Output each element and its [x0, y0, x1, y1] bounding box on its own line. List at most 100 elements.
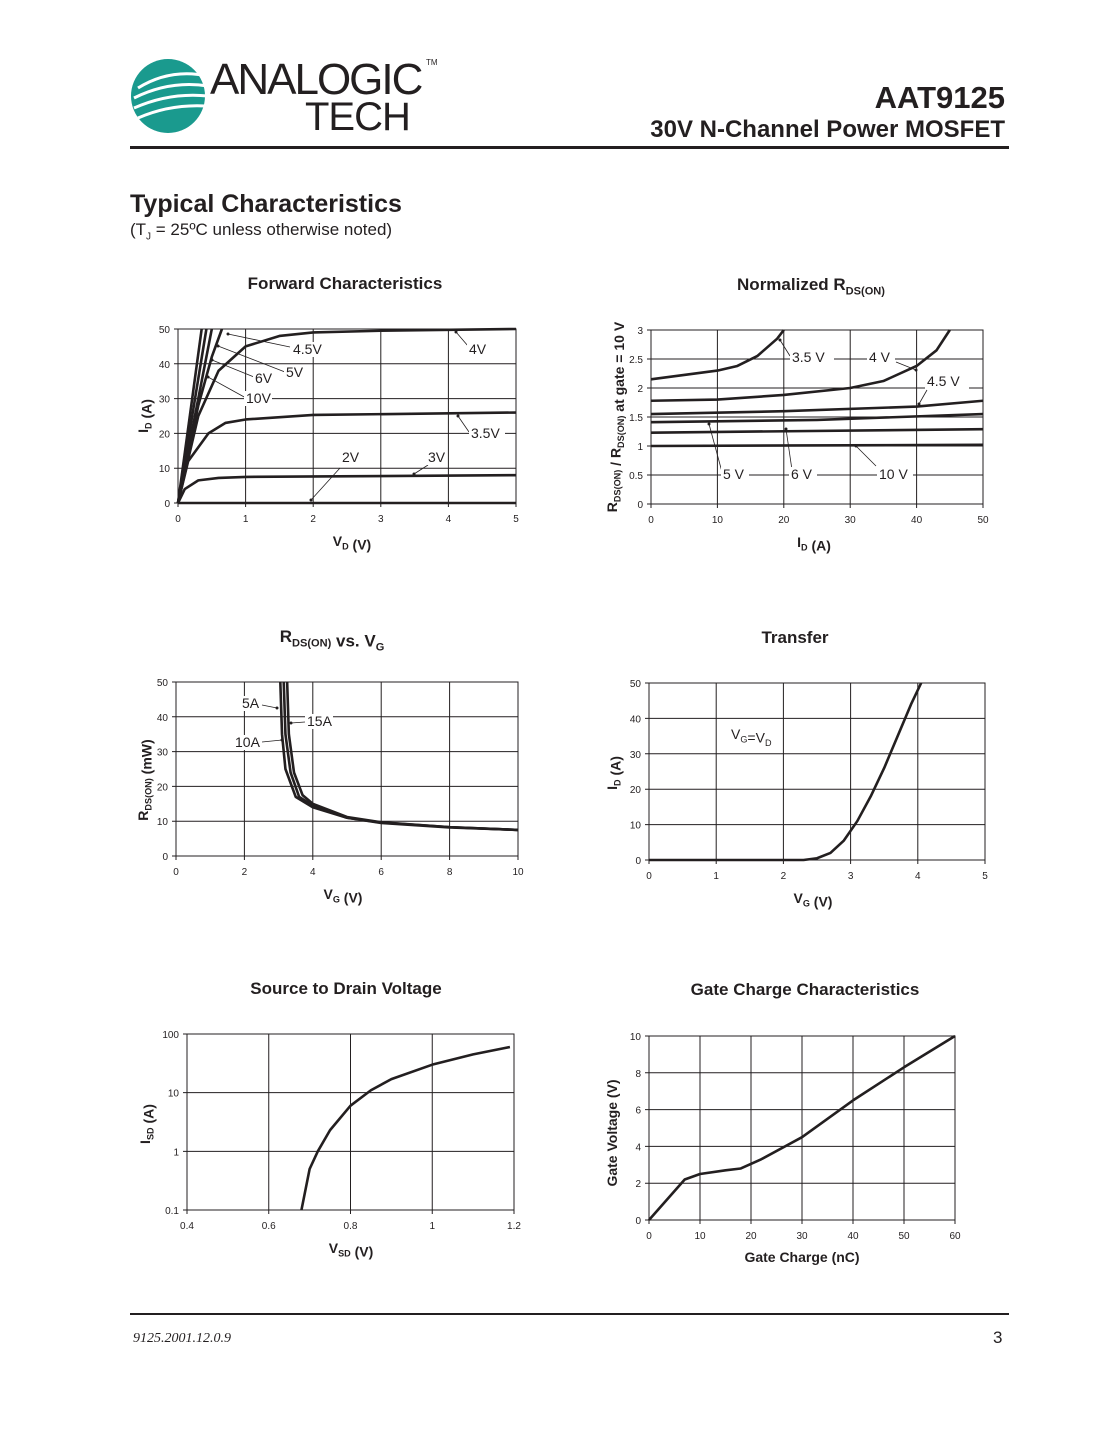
subtitle-post: = 25ºC unless otherwise noted) — [151, 220, 393, 239]
header-rule — [130, 146, 1009, 149]
text-part: 5A — [242, 695, 260, 711]
series-line-3.5V — [176, 411, 517, 504]
series-line-10V — [650, 443, 984, 448]
annotation-arrowhead — [210, 358, 214, 362]
text-part: 15A — [307, 713, 333, 729]
annotation-arrowhead — [854, 444, 858, 448]
annotation-leader — [413, 464, 429, 475]
y-tick-label: 50 — [630, 679, 642, 690]
annotation-leader — [708, 423, 723, 473]
x-tick-label: 60 — [949, 1231, 961, 1242]
annotation-label: 6V — [255, 370, 273, 386]
annotation-leader — [785, 428, 793, 471]
x-tick-label: 10 — [512, 867, 524, 878]
chart-title: Transfer — [761, 628, 828, 647]
y-tick-label: 0 — [635, 856, 641, 867]
y-tick-label: 20 — [630, 785, 642, 796]
text-part: 4V — [469, 341, 487, 357]
text-part: 10A — [235, 734, 261, 750]
text-part: R — [604, 502, 620, 512]
x-tick-label: 30 — [796, 1231, 808, 1242]
text-part: (A) — [808, 538, 831, 554]
x-tick-label: 40 — [911, 515, 923, 526]
annotation-label: 4V — [469, 341, 487, 357]
x-tick-label: 6 — [378, 867, 384, 878]
y-tick-label: 40 — [630, 714, 642, 725]
text-part: 10V — [246, 390, 272, 406]
plot-frame — [175, 681, 519, 857]
document-code: 9125.2001.12.0.9 — [133, 1331, 231, 1346]
annotation-label: 10 V — [879, 466, 908, 482]
text-part: (A) — [139, 399, 155, 422]
part-number: AAT9125 — [874, 80, 1005, 115]
annotation-leader — [261, 739, 283, 743]
chart-title: Forward Characteristics — [248, 274, 443, 293]
text-part: V — [794, 890, 804, 906]
y-tick-label: 20 — [159, 429, 171, 440]
text-part: (V) — [340, 890, 363, 906]
x-tick-label: 20 — [745, 1231, 757, 1242]
x-tick-label: 10 — [712, 515, 724, 526]
y-tick-label: 0 — [635, 1216, 641, 1227]
x-tick-label: 50 — [898, 1231, 910, 1242]
text-part: Transfer — [761, 628, 828, 647]
y-tick-label: 30 — [159, 395, 171, 406]
y-tick-label: 10 — [157, 817, 169, 828]
plot-frame — [186, 1033, 515, 1211]
text-part: 5V — [286, 364, 304, 380]
x-tick-label: 3 — [378, 514, 384, 525]
series-line-3.5V — [650, 329, 785, 381]
y-axis-label: ID (A) — [135, 399, 155, 433]
subscript: G — [376, 642, 385, 654]
text-part: 4.5V — [293, 341, 322, 357]
y-tick-label: 10 — [630, 1032, 642, 1043]
y-axis-label: RDS(ON) / RDS(ON) at gate = 10 V — [604, 321, 627, 512]
y-tick-label: 0 — [637, 500, 643, 511]
annotation-bg — [240, 696, 260, 711]
y-tick-label: 100 — [162, 1030, 179, 1041]
x-tick-label: 1 — [713, 871, 719, 882]
x-tick-label: 20 — [778, 515, 790, 526]
logo-text: ANALOGIC — [210, 55, 423, 104]
subscript: D — [765, 738, 772, 748]
chart-title: Normalized RDS(ON) — [737, 275, 885, 297]
annotation-arrowhead — [778, 338, 782, 342]
x-tick-label: 3 — [848, 871, 854, 882]
annotation-label: 5 V — [723, 466, 745, 482]
x-tick-label: 8 — [447, 867, 453, 878]
series-line-10A — [282, 681, 519, 832]
subscript: D — [613, 779, 623, 786]
annotation-label: 5A — [242, 695, 260, 711]
annotation-bg — [244, 391, 272, 406]
y-tick-label: 3 — [637, 326, 643, 337]
y-axis-label: ISD (A) — [137, 1104, 157, 1144]
x-tick-label: 5 — [513, 514, 519, 525]
annotation-bg — [790, 350, 834, 365]
footer-rule — [130, 1313, 1009, 1315]
y-tick-label: 10 — [630, 821, 642, 832]
plot-frame — [648, 1035, 956, 1221]
x-axis-label: VG (V) — [794, 890, 833, 910]
annotation-label: 2V — [342, 449, 360, 465]
text-part: I — [137, 1140, 153, 1144]
annotation-arrowhead — [216, 344, 220, 348]
subscript: DS(ON) — [144, 778, 154, 810]
x-axis-label: Gate Charge (nC) — [744, 1249, 859, 1265]
series-line — [300, 1045, 511, 1211]
y-tick-label: 1.5 — [629, 413, 643, 424]
page-number: 3 — [993, 1328, 1003, 1347]
text-part: R — [280, 627, 292, 646]
y-tick-label: 2 — [637, 384, 643, 395]
annotation-leader — [455, 331, 469, 347]
text-part: Gate Voltage (V) — [604, 1079, 620, 1186]
subscript: G — [740, 735, 747, 745]
plot-frame — [650, 329, 984, 505]
x-tick-label: 0.8 — [344, 1221, 358, 1232]
y-tick-label: 10 — [168, 1089, 180, 1100]
annotation-label: 10V — [246, 390, 272, 406]
text-part: 10 V — [879, 466, 908, 482]
chart-title: Source to Drain Voltage — [250, 979, 441, 998]
text-part: (mW) — [139, 739, 155, 778]
annotation-arrowhead — [914, 368, 918, 372]
